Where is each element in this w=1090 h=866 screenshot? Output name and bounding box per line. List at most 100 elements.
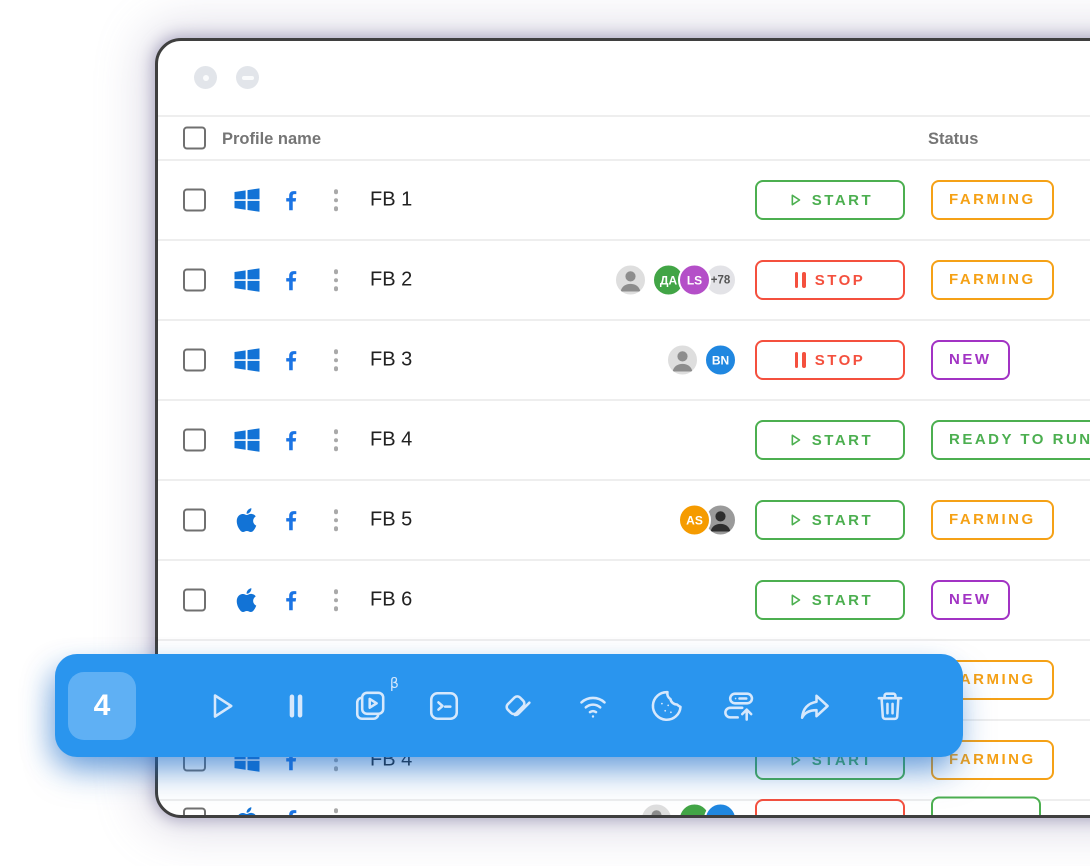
status-badge: FARMING: [931, 180, 1054, 220]
table-header: Profile name Status: [158, 115, 1090, 161]
play-icon[interactable]: [202, 687, 240, 725]
avatar-group: ДА LS +78: [614, 263, 737, 297]
minus-icon: [241, 76, 254, 80]
dot-icon: [202, 74, 209, 81]
cookie-icon[interactable]: [648, 687, 686, 725]
row-checkbox[interactable]: [183, 348, 206, 372]
select-all-checkbox[interactable]: [183, 126, 206, 150]
status-badge: READY TO RUN: [931, 420, 1090, 460]
action-label: START: [811, 191, 874, 209]
facebook-icon: [286, 351, 297, 371]
profile-name: FB 3: [370, 348, 413, 371]
window-minimize-button[interactable]: [236, 66, 259, 89]
status-badge: NEW: [931, 580, 1010, 620]
start-button[interactable]: START: [755, 180, 905, 220]
table-row: FB 1 START FARMING: [158, 161, 1090, 241]
photo-avatar: [640, 802, 673, 815]
table-row: [158, 796, 1090, 815]
avatar: AS: [678, 503, 711, 537]
facebook-icon: [286, 591, 297, 611]
profile-name-header: Profile name: [222, 130, 322, 148]
avatar: [704, 802, 737, 815]
profile-name: FB 5: [370, 508, 413, 531]
status-badge: FARMING: [931, 740, 1054, 780]
row-menu-button[interactable]: [333, 189, 339, 211]
row-checkbox[interactable]: [183, 508, 206, 532]
play-icon: [791, 434, 801, 446]
selected-count: 4: [68, 671, 136, 740]
stop-button[interactable]: STOP: [755, 260, 905, 300]
table-row: FB 3 BN STOP NEW: [158, 321, 1090, 401]
facebook-icon: [286, 431, 297, 451]
avatar-group: AS: [678, 503, 737, 537]
stop-button[interactable]: STOP: [755, 340, 905, 380]
apple-icon: [236, 588, 257, 613]
row-checkbox[interactable]: [183, 268, 206, 292]
pause-icon[interactable]: [277, 687, 315, 725]
row-menu-button[interactable]: [333, 509, 339, 531]
beta-badge: β: [389, 675, 399, 692]
avatar-group: BN: [666, 343, 737, 377]
photo-avatar: [614, 263, 647, 297]
row-menu-button[interactable]: [333, 589, 339, 611]
trash-icon[interactable]: [871, 687, 909, 725]
windows-icon: [234, 348, 260, 372]
apple-icon: [236, 508, 257, 533]
status-header: Status: [928, 130, 979, 148]
pause-icon: [794, 272, 806, 288]
row-menu-button[interactable]: [333, 269, 339, 291]
start-button[interactable]: START: [755, 500, 905, 540]
row-menu-button[interactable]: [333, 429, 339, 451]
window-dot-button[interactable]: [194, 66, 217, 89]
status-badge: NEW: [931, 340, 1010, 380]
terminal-icon[interactable]: [425, 687, 463, 725]
facebook-icon: [286, 810, 297, 815]
table-row: FB 2 ДА LS +78 STOP FARMING: [158, 241, 1090, 321]
action-label: STOP: [814, 271, 866, 289]
status-badge: FARMING: [931, 260, 1054, 300]
facebook-icon: [286, 191, 297, 211]
window-titlebar: [158, 41, 1090, 115]
facebook-icon: [286, 511, 297, 531]
row-checkbox[interactable]: [183, 188, 206, 212]
table-row: FB 6 START NEW: [158, 561, 1090, 641]
row-menu-button[interactable]: [333, 349, 339, 371]
import-server-icon[interactable]: [722, 687, 760, 725]
avatar: LS: [678, 263, 711, 297]
action-label: STOP: [814, 351, 866, 369]
avatar-group: [640, 802, 737, 815]
apple-icon: [236, 807, 257, 815]
pause-icon: [794, 352, 806, 368]
stop-button[interactable]: [755, 799, 905, 815]
windows-icon: [234, 268, 260, 292]
row-checkbox[interactable]: [183, 588, 206, 612]
status-badge: FARMING: [931, 500, 1054, 540]
windows-icon: [234, 428, 260, 452]
facebook-icon: [286, 271, 297, 291]
profile-name: FB 1: [370, 188, 413, 211]
play-icon: [791, 194, 801, 206]
bulk-action-toolbar: 4 β: [55, 654, 963, 757]
row-checkbox[interactable]: [183, 807, 206, 815]
proxy-wifi-icon[interactable]: [574, 687, 612, 725]
start-button[interactable]: START: [755, 580, 905, 620]
profile-name: FB 6: [370, 588, 413, 611]
status-badge: [931, 796, 1041, 815]
table-row: FB 4 START READY TO RUN: [158, 401, 1090, 481]
profile-name: FB 2: [370, 268, 413, 291]
table-row: FB 5 AS START FARMING: [158, 481, 1090, 561]
multi-launch-icon[interactable]: β: [351, 676, 399, 725]
action-label: START: [811, 431, 874, 449]
share-icon[interactable]: [796, 687, 834, 725]
action-label: START: [811, 591, 874, 609]
tags-icon[interactable]: [499, 687, 537, 725]
toolbar-icons: β: [136, 676, 963, 725]
photo-avatar: [666, 343, 699, 377]
row-checkbox[interactable]: [183, 428, 206, 452]
start-button[interactable]: START: [755, 420, 905, 460]
play-icon: [791, 594, 801, 606]
play-icon: [791, 514, 801, 526]
avatar: BN: [704, 343, 737, 377]
row-menu-button[interactable]: [333, 808, 339, 815]
